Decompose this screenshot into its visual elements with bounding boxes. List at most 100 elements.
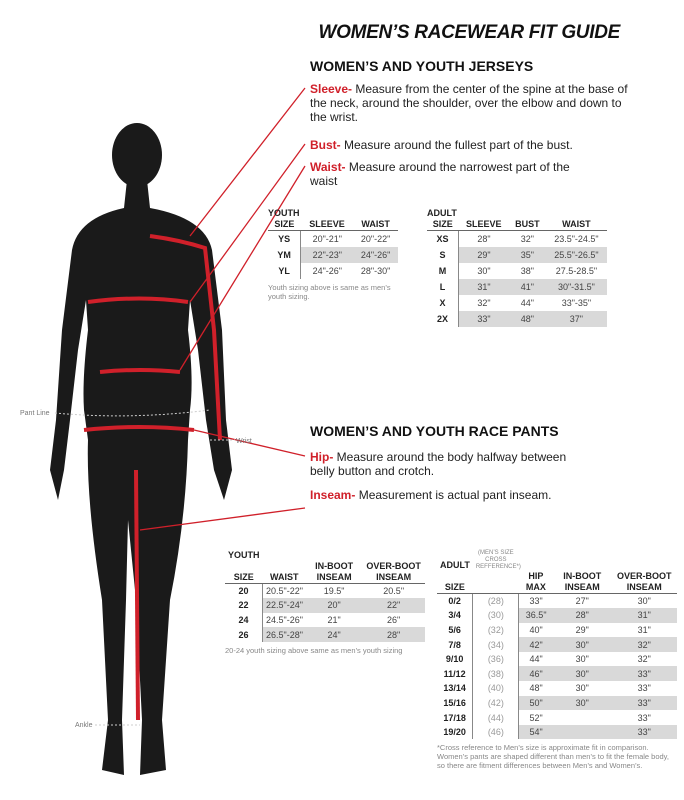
header-cell: IN-BOOT INSEAM bbox=[552, 571, 612, 594]
jerseys-heading: WOMEN’S AND YOUTH JERSEYS bbox=[310, 58, 534, 74]
table-caption: YOUTH bbox=[268, 208, 300, 218]
table-cell: 26.5"-28" bbox=[262, 627, 306, 642]
header-cell: SIZE bbox=[437, 571, 473, 594]
table-cell: 33"-35" bbox=[561, 297, 592, 308]
table-cell: 2X bbox=[427, 310, 460, 327]
table-cell: 21" bbox=[327, 614, 341, 625]
table-row: 5/6 (32) 40" 29" 31" bbox=[437, 622, 677, 638]
table-cell: 22"-23" bbox=[300, 246, 354, 263]
table-cell: 26" bbox=[387, 614, 401, 625]
table-cell: 20 bbox=[225, 583, 263, 599]
table-row: YS 20"-21" 20"-22" bbox=[268, 230, 398, 247]
table-cell: 38" bbox=[520, 265, 534, 276]
table-cell: 20"-21" bbox=[312, 233, 343, 244]
table-cell bbox=[552, 724, 612, 740]
header-cell: WAIST bbox=[262, 561, 306, 584]
table-cell: 28" bbox=[362, 627, 425, 642]
header-cell: SLEEVE bbox=[300, 219, 354, 231]
table-cell: 24.5"-26" bbox=[266, 614, 303, 625]
table-cell: 28" bbox=[477, 233, 491, 244]
table-row: YL 24"-26" 28"-30" bbox=[268, 262, 398, 279]
table-cell: 33" bbox=[611, 724, 677, 740]
table-cell: 48" bbox=[508, 310, 546, 327]
hip-desc: Hip- Measure around the body halfway bet… bbox=[310, 450, 567, 478]
header-cell bbox=[362, 550, 425, 561]
table-note: *Cross reference to Men’s size is approx… bbox=[437, 743, 669, 771]
table-cell: 29" bbox=[575, 624, 589, 635]
table-row: 24 24.5"-26" 21" 26" bbox=[225, 612, 425, 628]
table-cell: 22 bbox=[225, 598, 263, 613]
table-cell: S bbox=[427, 246, 460, 263]
table-cell: 37" bbox=[545, 310, 607, 327]
table-cell: (46) bbox=[472, 724, 520, 740]
woman-silhouette bbox=[50, 123, 232, 775]
youth-jersey-table: YOUTH SIZE SLEEVE WAIST YS 20"-21" 20"-22" YM 22… bbox=[268, 208, 398, 301]
header-cell: YOUTH bbox=[225, 550, 263, 561]
table-cell: 27" bbox=[575, 596, 589, 607]
table-cell: 30" bbox=[552, 666, 612, 682]
table-cell: YL bbox=[268, 262, 302, 279]
table-cell: (44) bbox=[472, 710, 520, 725]
table-cell: 33" bbox=[637, 712, 651, 723]
pant-line-label: Pant Line bbox=[20, 410, 50, 417]
wrist-label: Wrist bbox=[236, 438, 252, 445]
header-cell bbox=[263, 550, 306, 561]
header-cell: SLEEVE bbox=[458, 219, 509, 231]
table-cell: (30) bbox=[472, 608, 520, 623]
table-row: 26 26.5"-28" 24" 28" bbox=[225, 627, 425, 642]
table-cell: 54" bbox=[518, 724, 553, 740]
table-cell: 31" bbox=[458, 278, 509, 295]
page-title: WOMEN’S RACEWEAR FIT GUIDE bbox=[318, 22, 621, 43]
header-cell: WAIST bbox=[545, 219, 607, 231]
table-cell: 22" bbox=[362, 598, 425, 613]
inseam-line bbox=[134, 469, 140, 721]
sleeve-line bbox=[149, 234, 222, 441]
table-cell: 33" bbox=[529, 596, 543, 607]
header-cell: IN-BOOT INSEAM bbox=[305, 561, 363, 584]
table-row: 17/18 (44) 52" 33" bbox=[437, 710, 677, 725]
inseam-desc: Inseam- Measurement is actual pant insea… bbox=[310, 488, 552, 502]
table-row: 11/12 (38) 46" 30" 33" bbox=[437, 666, 677, 682]
table-row: 7/8 (34) 42" 30" 32" bbox=[437, 637, 677, 652]
pants-heading: WOMEN’S AND YOUTH RACE PANTS bbox=[310, 423, 559, 439]
table-cell: 0/2 bbox=[437, 593, 474, 609]
table-cell: 30" bbox=[575, 654, 589, 665]
bust-line bbox=[87, 296, 189, 304]
table-cell: 30" bbox=[477, 265, 491, 276]
table-cell: 24" bbox=[305, 627, 363, 642]
table-cell: 19.5" bbox=[323, 586, 345, 597]
table-cell: 41" bbox=[508, 278, 546, 295]
table-row: 13/14 (40) 48" 30" 33" bbox=[437, 681, 677, 696]
table-cell: 31" bbox=[637, 624, 651, 635]
adult-pants-table: ADULT (MEN’S SIZE CROSS REFFERENCE*) SIZE H… bbox=[437, 550, 677, 770]
header-cell: ADULT bbox=[437, 550, 473, 571]
table-cell: 33" bbox=[637, 683, 651, 694]
table-cell: (34) bbox=[472, 637, 520, 652]
table-cell: (40) bbox=[472, 681, 520, 696]
table-cell: 27.5-28.5" bbox=[555, 265, 598, 276]
table-row: 22 22.5"-24" 20" 22" bbox=[225, 598, 425, 613]
header-cell bbox=[611, 550, 677, 571]
ankle-label: Ankle bbox=[75, 722, 93, 729]
table-cell: 9/10 bbox=[437, 651, 474, 667]
table-row: XS 28" 32" 23.5"-24.5" bbox=[427, 230, 607, 247]
waist-desc: Waist- Measure around the narrowest part… bbox=[310, 160, 570, 188]
table-cell: 32" bbox=[520, 233, 534, 244]
table-row: 15/16 (42) 50" 30" 33" bbox=[437, 695, 677, 711]
table-cell: (28) bbox=[472, 593, 520, 609]
bust-desc: Bust- Measure around the fullest part of… bbox=[310, 138, 573, 152]
size-table: ADULT SIZE SLEEVE BUST WAIST XS 28" 32" 23.5"-24… bbox=[427, 208, 607, 327]
table-cell: 17/18 bbox=[437, 710, 474, 725]
table-cell: L bbox=[427, 278, 460, 295]
table-row: 3/4 (30) 36.5" 28" 31" bbox=[437, 608, 677, 623]
table-row: L 31" 41" 30"-31.5" bbox=[427, 278, 607, 295]
table-cell: 50" bbox=[518, 695, 553, 711]
header-cell bbox=[553, 550, 611, 571]
header-cell bbox=[306, 550, 362, 561]
table-cell: 46" bbox=[518, 666, 553, 682]
table-cell: 32" bbox=[477, 297, 491, 308]
table-row: 0/2 (28) 33" 27" 30" bbox=[437, 593, 677, 609]
table-cell: (38) bbox=[472, 666, 520, 682]
table-caption: ADULT bbox=[440, 560, 470, 570]
table-cell: 42" bbox=[518, 637, 553, 652]
